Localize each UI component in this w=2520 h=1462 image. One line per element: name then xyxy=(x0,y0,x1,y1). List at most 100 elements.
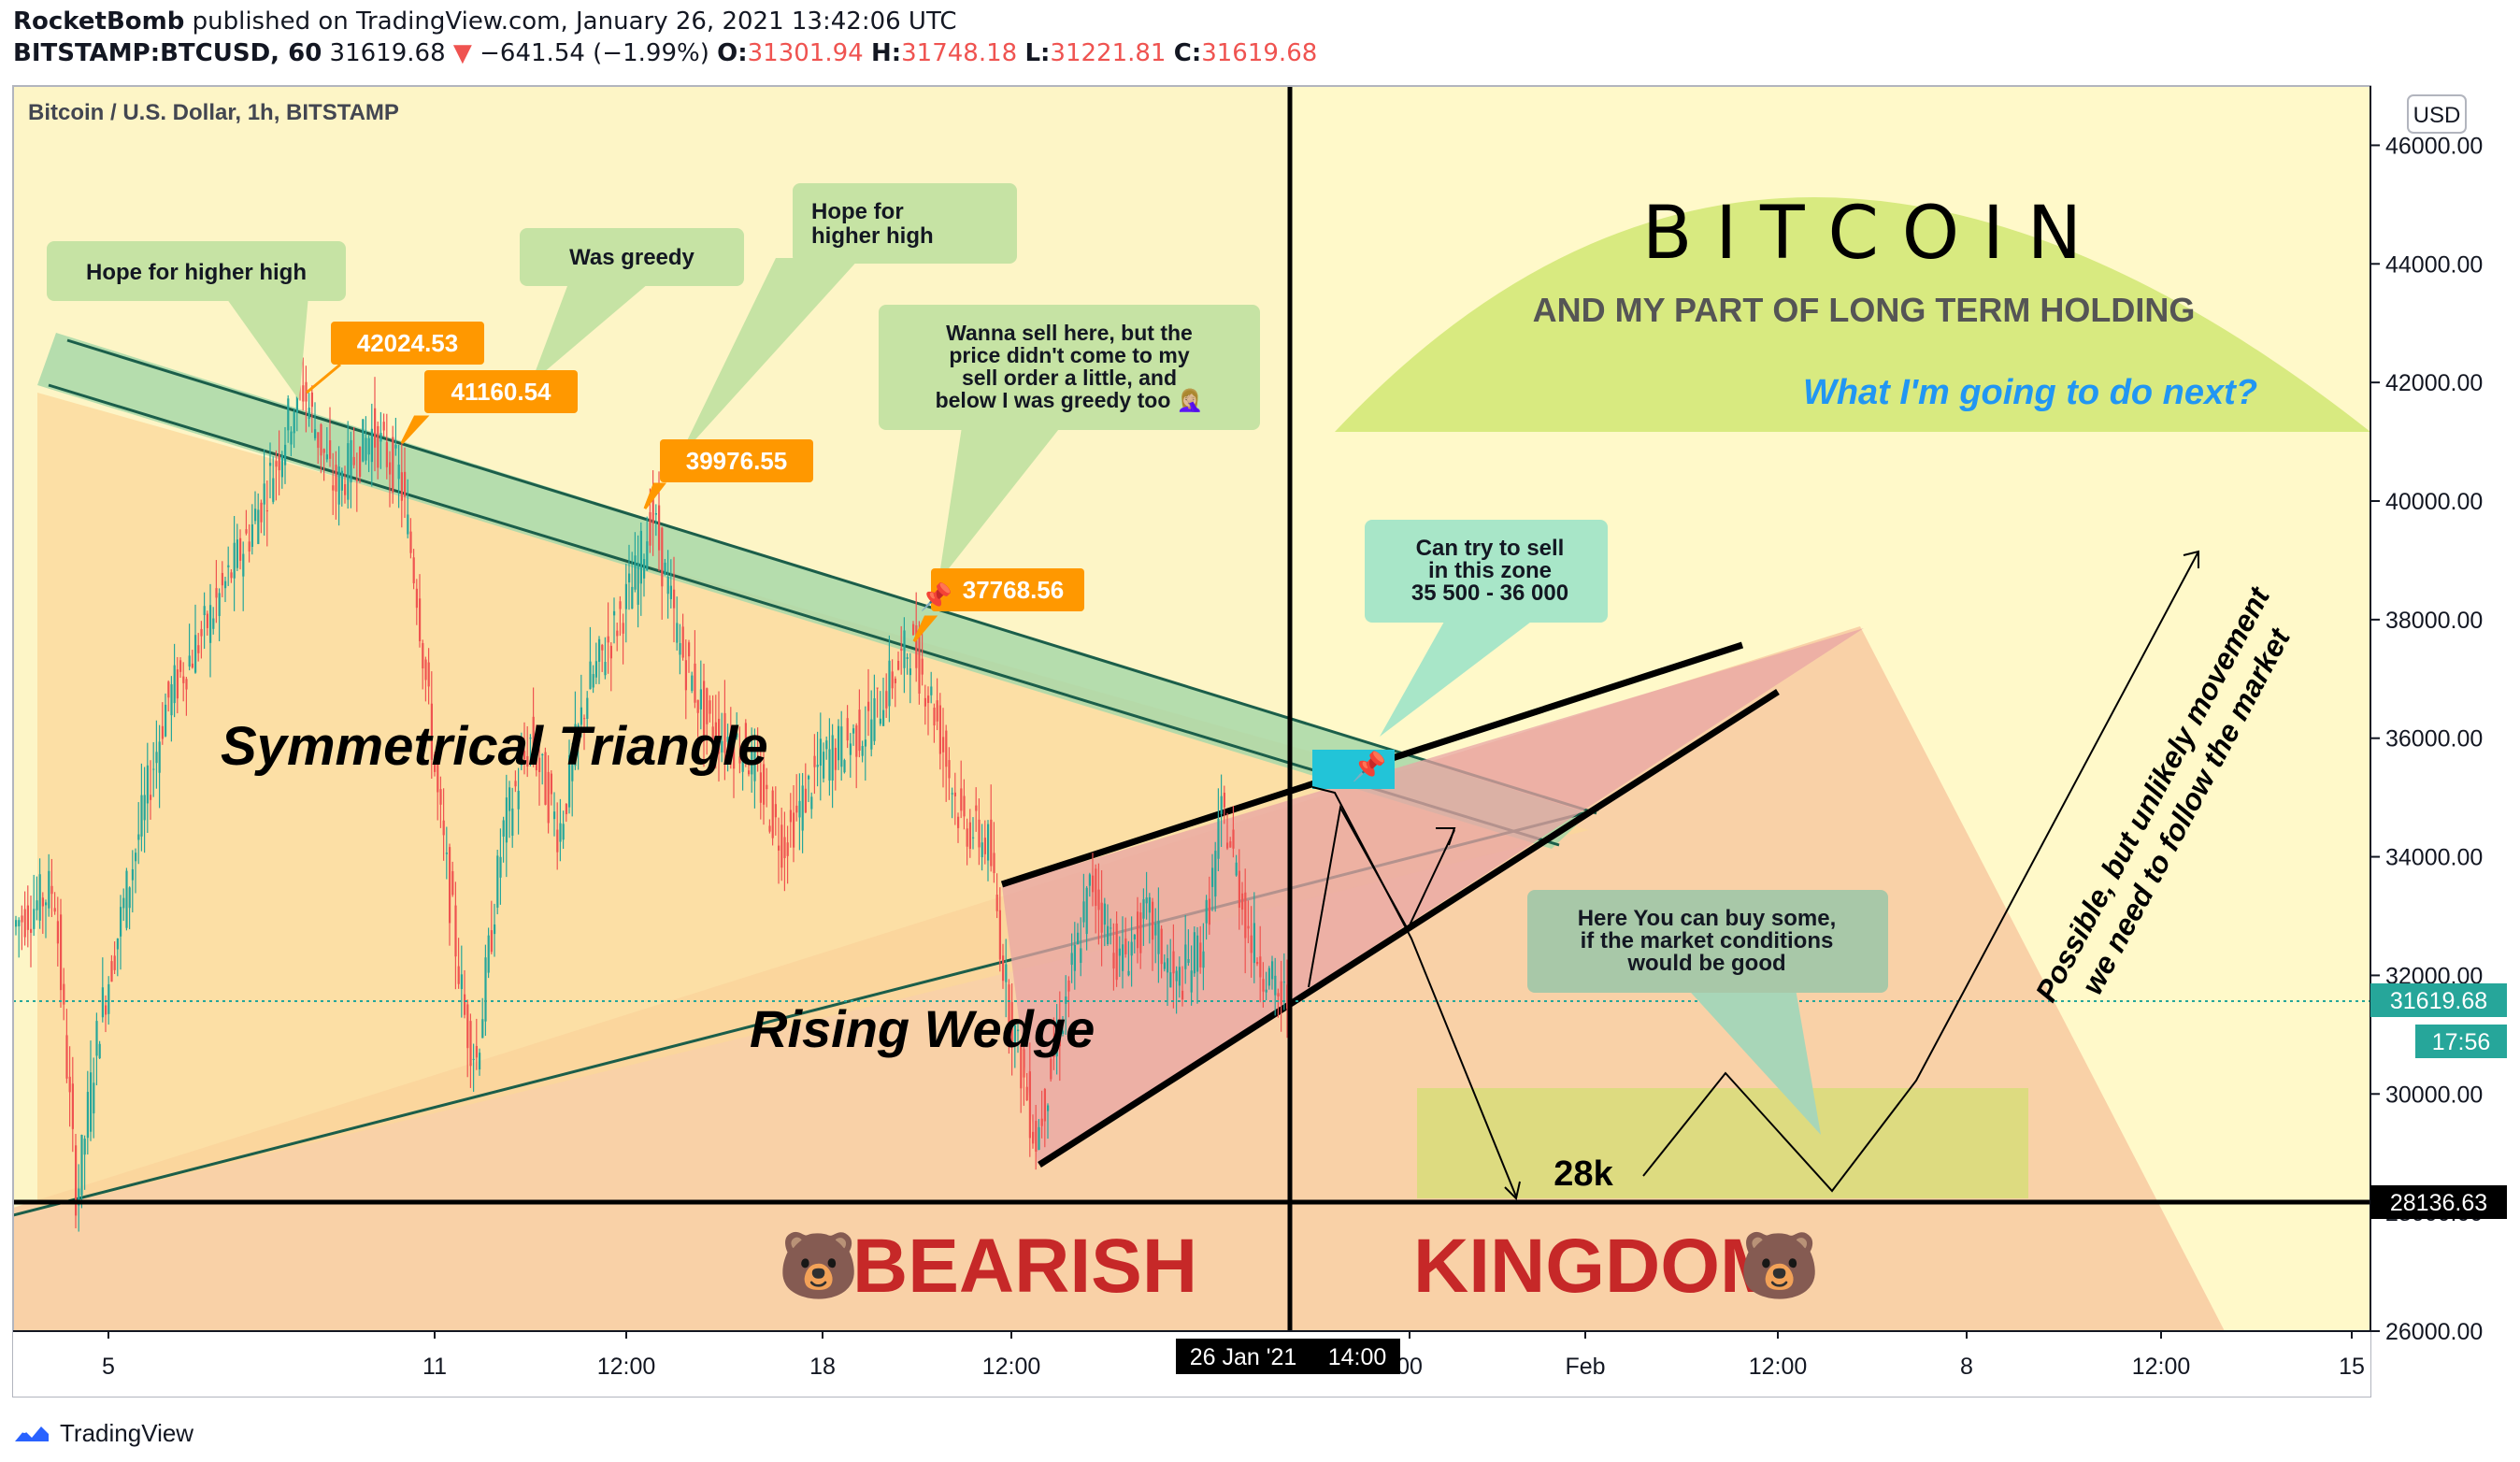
candle-body xyxy=(945,730,948,767)
rising-wedge-fill[interactable] xyxy=(1002,628,1864,1165)
candle-body xyxy=(975,805,978,811)
candle-body xyxy=(960,788,963,811)
currency-button-label[interactable]: USD xyxy=(2413,103,2461,128)
resistance-line-lower[interactable] xyxy=(48,383,1560,847)
candle-body xyxy=(1005,964,1008,982)
candle-body xyxy=(1148,896,1151,913)
candle-body xyxy=(1055,1038,1058,1057)
dome-shape xyxy=(1335,197,2370,432)
candle-body xyxy=(409,531,412,553)
x-tick-label: 00 xyxy=(1396,1354,1423,1380)
candle-body xyxy=(1043,1089,1046,1122)
chart-title: Bitcoin / U.S. Dollar, 1h, BITSTAMP xyxy=(28,100,399,125)
candle-body xyxy=(158,741,161,773)
candle-body xyxy=(1199,942,1202,968)
candle-body xyxy=(1047,1105,1050,1111)
candle-body xyxy=(1032,1131,1035,1144)
x-ticks: 5 11 12:00 18 12:00 00 Feb 12:00 8 12:00 15 xyxy=(102,1331,2365,1380)
candle-body xyxy=(1088,874,1091,886)
candle-body xyxy=(90,1072,93,1132)
callout-wanna-sell[interactable]: Wanna sell here, but the price didn't co… xyxy=(879,305,1260,581)
candle-body xyxy=(622,623,624,634)
candle-body xyxy=(332,485,335,491)
candle-body xyxy=(1139,912,1142,953)
bearish-label: BEARISH xyxy=(852,1224,1197,1309)
candle-body xyxy=(733,741,736,769)
candle-body xyxy=(639,530,642,584)
candle-body xyxy=(885,691,888,709)
sell-zone[interactable] xyxy=(1312,750,1395,789)
arrow-head-up xyxy=(1436,827,1456,846)
candle-body xyxy=(352,456,355,466)
candle-body xyxy=(1193,932,1196,974)
candle-body xyxy=(948,760,951,779)
candle-body xyxy=(1154,924,1157,936)
svg-text:Hope for: Hope for xyxy=(811,199,904,224)
symbol-label[interactable]: BITSTAMP:BTCUSD, 60 xyxy=(13,39,322,67)
candle-body xyxy=(50,885,53,895)
price-tag-2[interactable]: 41160.54 xyxy=(400,370,578,445)
candle-body xyxy=(696,699,699,713)
price-tag-3[interactable]: 39976.55 xyxy=(643,439,813,509)
candle-body xyxy=(601,644,604,651)
x-tick-label: 11 xyxy=(422,1354,447,1380)
candle-body xyxy=(936,700,938,722)
author-name[interactable]: RocketBomb xyxy=(13,7,185,36)
candle-body xyxy=(206,613,208,628)
candle-body xyxy=(568,755,571,808)
candle-body xyxy=(990,819,993,867)
callout-sell-zone[interactable]: Can try to sell in this zone 35 500 - 36… xyxy=(1365,520,1608,737)
buy-zone[interactable] xyxy=(1417,1088,2028,1198)
candle-body xyxy=(921,658,924,675)
candle-body xyxy=(813,755,816,767)
price-tag-4[interactable]: 37768.56 📌 xyxy=(912,568,1084,642)
last-price: 31619.68 xyxy=(329,39,446,67)
price-tag-1[interactable]: 42024.53 xyxy=(306,322,484,394)
callout-buy-zone[interactable]: Here You can buy some, if the market con… xyxy=(1527,890,1888,1135)
y-tick-label: 42000.00 xyxy=(2385,370,2483,396)
candle-body xyxy=(280,454,283,478)
candle-body xyxy=(86,1092,89,1139)
candle-body xyxy=(738,756,741,764)
candle-body xyxy=(819,738,822,767)
candle-body xyxy=(379,433,382,442)
candle-body xyxy=(1196,935,1199,972)
candle-body xyxy=(415,588,418,609)
tradingview-brand[interactable]: TradingView xyxy=(13,1419,193,1448)
candle-body xyxy=(912,624,915,636)
resistance-band[interactable] xyxy=(37,333,1589,849)
candle-body xyxy=(553,811,556,820)
price-chart[interactable]: 46000.00 44000.00 42000.00 40000.00 38000.00… xyxy=(0,0,2520,1402)
candle-body xyxy=(200,628,203,637)
candle-body xyxy=(915,624,918,668)
svg-text:below I was greedy too 🤦🏼‍♀️: below I was greedy too 🤦🏼‍♀️ xyxy=(936,388,1204,413)
candle-body xyxy=(831,735,834,781)
resistance-line-upper[interactable] xyxy=(66,338,1597,815)
price-axis[interactable] xyxy=(2370,86,2507,1331)
currency-button[interactable] xyxy=(2407,94,2467,134)
candle-body xyxy=(771,790,774,838)
candle-body xyxy=(30,928,33,933)
x-tick-label: 12:00 xyxy=(597,1354,656,1380)
y-tick-label: 44000.00 xyxy=(2385,251,2483,278)
callout-greedy[interactable]: Was greedy xyxy=(520,228,744,383)
svg-text:if the market conditions: if the market conditions xyxy=(1581,928,1834,953)
candle-body xyxy=(861,746,864,756)
callout-hope1[interactable]: Hope for higher high xyxy=(47,241,346,400)
candle-body xyxy=(858,710,861,752)
candle-body xyxy=(218,593,221,616)
candle-body xyxy=(269,463,272,466)
current-price-text: 31619.68 xyxy=(2390,988,2487,1014)
candle-body xyxy=(1274,975,1277,996)
candle-body xyxy=(768,825,771,832)
close-value: 31619.68 xyxy=(1201,39,1318,67)
callout-hope2[interactable]: Hope for higher high xyxy=(679,183,1017,458)
candle-body xyxy=(53,908,56,912)
ohlc-line: BITSTAMP:BTCUSD, 60 31619.68 ▼ −641.54 (… xyxy=(13,39,1317,67)
svg-text:would be good: would be good xyxy=(1626,951,1785,976)
candle-body xyxy=(637,563,639,605)
candle-body xyxy=(676,623,679,643)
candle-body xyxy=(460,974,463,990)
close-label: C: xyxy=(1173,39,1202,67)
candle-body xyxy=(706,688,709,724)
